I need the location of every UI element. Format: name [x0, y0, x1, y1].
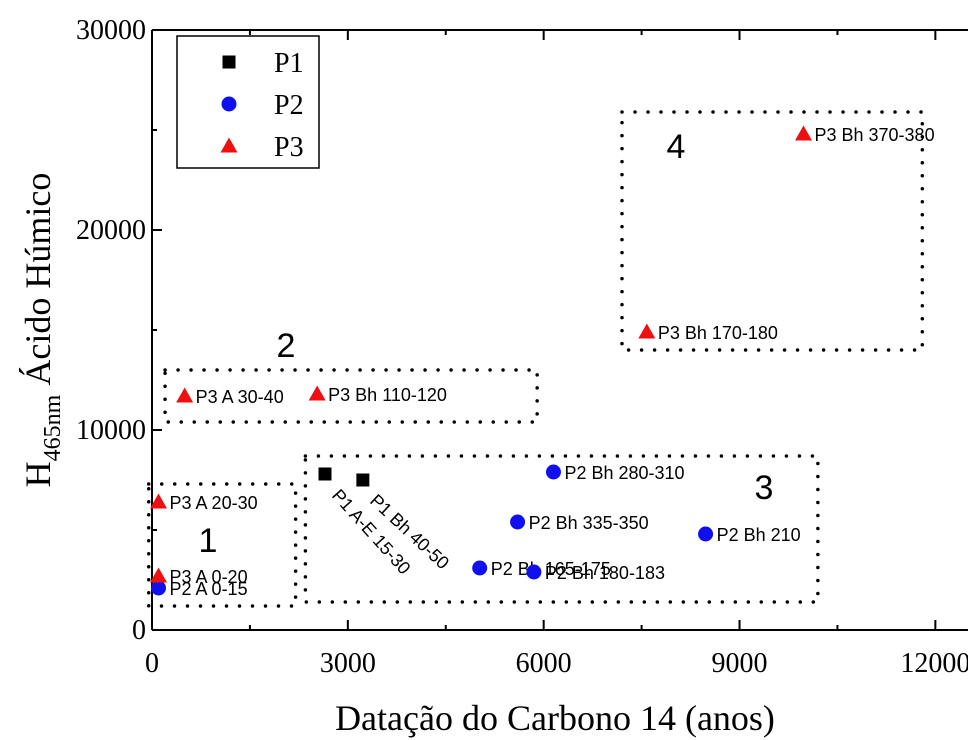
data-point-p3	[638, 323, 656, 339]
data-point-p3	[150, 567, 168, 583]
data-point-p3	[308, 385, 326, 401]
point-label: P3 A 20-30	[170, 493, 258, 513]
legend: P1 P2 P3	[176, 35, 320, 169]
data-point-p1	[318, 467, 332, 481]
point-label: P3 Bh 110-120	[328, 385, 447, 405]
legend-label-p1: P1	[274, 48, 304, 79]
y-axis-title: H465nm Ácido Húmico	[18, 173, 66, 488]
group-label-2: 2	[277, 327, 296, 365]
point-label: P2 Bh 210	[717, 525, 801, 545]
x-tick-label: 9000	[712, 648, 768, 679]
group-box-1	[146, 482, 298, 608]
point-label: P2 Bh 280-310	[564, 463, 684, 483]
group-label-1: 1	[199, 522, 218, 560]
y-axis-title-subscript: 465nm	[40, 394, 66, 461]
group-boxes: 1 2 3 4	[146, 110, 925, 608]
group-box-2	[163, 368, 539, 424]
legend-label-p3: P3	[274, 132, 304, 163]
data-point-p2	[698, 526, 714, 542]
point-label: P3 A 0-20	[170, 567, 248, 587]
point-label: P3 Bh 370-380	[814, 125, 934, 145]
point-label: P2 A 0-15	[170, 579, 248, 599]
y-tick-label: 20000	[76, 215, 146, 246]
y-tick-label: 0	[132, 615, 146, 646]
x-tick-label: 12000	[900, 648, 968, 679]
data-point-p2	[510, 514, 526, 530]
legend-marker-p2	[221, 96, 237, 112]
x-axis-title: Datação do Carbono 14 (anos)	[335, 698, 775, 738]
legend-label-p2: P2	[274, 90, 304, 121]
y-axis-title-main: H	[18, 461, 58, 487]
group-box-3	[303, 454, 820, 604]
data-point-p2	[526, 564, 542, 580]
data-point-p3	[794, 125, 812, 141]
data-point-p2	[545, 464, 561, 480]
point-label: P3 Bh 170-180	[658, 323, 778, 343]
legend-box	[176, 35, 320, 169]
data-point-p3	[176, 387, 194, 403]
point-label: P3 A 30-40	[196, 387, 284, 407]
data-point-p1	[356, 473, 370, 487]
group-label-4: 4	[667, 128, 686, 166]
legend-marker-p3	[220, 137, 238, 153]
data-point-p3	[150, 493, 168, 509]
x-tick-label: 6000	[516, 648, 572, 679]
legend-marker-p1	[222, 55, 236, 69]
data-point-p2	[472, 560, 488, 576]
point-label: P2 Bh 165-175	[491, 559, 611, 579]
y-tick-label: 10000	[76, 415, 146, 446]
x-tick-label: 3000	[320, 648, 376, 679]
point-label: P2 Bh 335-350	[529, 513, 649, 533]
point-label: P2 Bh 180-183	[545, 563, 665, 583]
data-points	[150, 125, 812, 596]
tick-marks: 0 3000 6000 9000 12000 0 10000 20000 30000	[76, 15, 968, 679]
y-axis-title-rest: Ácido Húmico	[18, 173, 58, 395]
data-point-p2	[151, 580, 167, 596]
x-tick-label: 0	[145, 648, 159, 679]
group-box-4	[620, 110, 925, 352]
group-label-3: 3	[755, 469, 774, 507]
y-tick-label: 30000	[76, 15, 146, 46]
